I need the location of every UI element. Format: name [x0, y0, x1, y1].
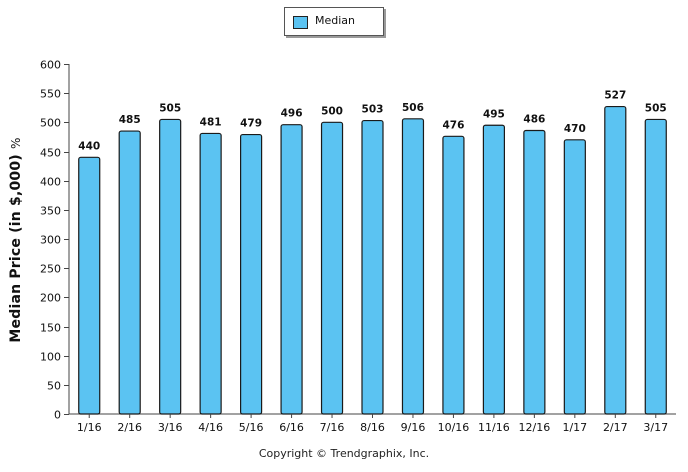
y-tick-label: 600 [40, 59, 61, 72]
bar-8/16 [361, 119, 384, 415]
bar-value-label: 470 [564, 123, 586, 135]
bar-4/16 [199, 132, 222, 415]
y-tick-label: 500 [40, 117, 61, 130]
x-tick-label: 7/16 [320, 421, 345, 434]
y-tick-label: 100 [40, 351, 61, 364]
bar-value-label: 476 [442, 119, 464, 131]
bar-value-label: 505 [159, 102, 181, 114]
bar-value-label: 496 [281, 108, 303, 120]
bar-2/16 [118, 130, 141, 415]
bar-value-label: 481 [200, 116, 222, 128]
bar-12/16 [523, 129, 546, 415]
x-tick-label: 2/17 [603, 421, 628, 434]
bar-1/17 [563, 139, 586, 415]
bar-1/16 [78, 156, 101, 415]
x-tick-label: 9/16 [401, 421, 426, 434]
y-tick-label: 550 [40, 88, 61, 101]
x-tick-label: 8/16 [360, 421, 385, 434]
x-tick-label: 1/17 [562, 421, 587, 434]
bar-value-label: 505 [645, 102, 667, 114]
y-tick-label: 300 [40, 234, 61, 247]
chart-legend: Median [284, 7, 384, 36]
x-tick-label: 1/16 [77, 421, 102, 434]
x-tick-label: 12/16 [519, 421, 551, 434]
y-tick-label: 200 [40, 292, 61, 305]
y-tick-label: 250 [40, 263, 61, 276]
y-tick-label: 450 [40, 147, 61, 160]
bar-value-label: 495 [483, 108, 505, 120]
x-tick-label: 6/16 [279, 421, 304, 434]
y-tick-label: 150 [40, 322, 61, 335]
x-tick-label: 3/16 [158, 421, 183, 434]
bar-11/16 [482, 124, 505, 415]
copyright-notice: Copyright © Trendgraphix, Inc. [258, 447, 430, 460]
bar-value-label: 440 [78, 140, 100, 152]
bar-value-label: 479 [240, 118, 262, 130]
bar-value-label: 486 [523, 114, 545, 126]
bar-9/16 [401, 118, 425, 415]
y-tick-label: 0 [54, 409, 61, 422]
y-tick-label: 350 [40, 205, 61, 218]
bar-value-label: 503 [362, 104, 384, 116]
x-tick-label: 4/16 [198, 421, 223, 434]
bar-2/17 [604, 105, 627, 415]
bar-value-label: 500 [321, 105, 343, 117]
y-tick-label: 400 [40, 176, 61, 189]
bar-3/17 [644, 118, 667, 415]
bar-value-label: 506 [402, 102, 424, 114]
x-tick-label: 10/16 [438, 421, 470, 434]
x-tick-label: 3/17 [643, 421, 668, 434]
bar-10/16 [442, 135, 465, 415]
legend-swatch-median [293, 16, 308, 29]
bar-value-label: 485 [119, 114, 141, 126]
bar-7/16 [320, 121, 344, 415]
bar-value-label: 527 [604, 90, 626, 102]
y-tick-label: 50 [47, 380, 61, 393]
x-tick-label: 11/16 [478, 421, 510, 434]
bar-5/16 [240, 133, 263, 415]
legend-label-median: Median [315, 14, 356, 27]
x-tick-label: 5/16 [239, 421, 264, 434]
bar-6/16 [280, 124, 303, 415]
bar-3/16 [159, 118, 182, 415]
x-tick-label: 2/16 [117, 421, 142, 434]
